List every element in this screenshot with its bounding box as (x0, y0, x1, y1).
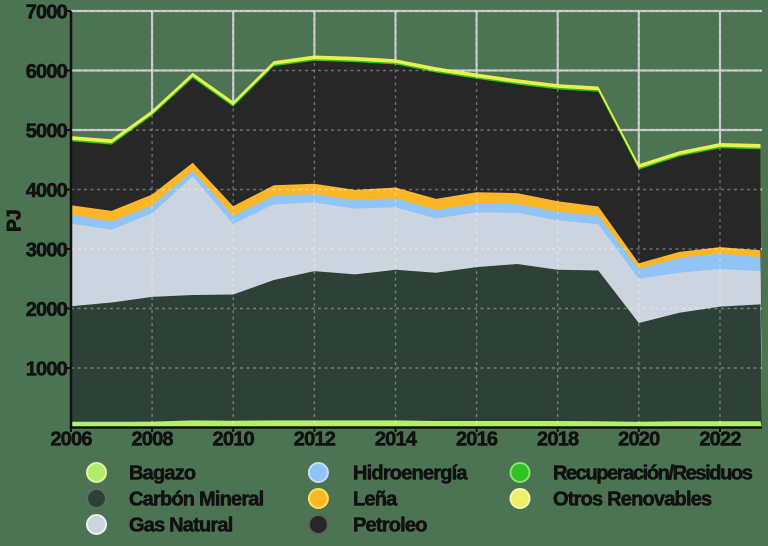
svg-text:2010: 2010 (213, 429, 255, 451)
svg-text:2006: 2006 (50, 429, 92, 451)
svg-text:2014: 2014 (375, 429, 418, 451)
svg-text:4000: 4000 (26, 180, 68, 202)
svg-text:Leña: Leña (353, 489, 398, 511)
svg-text:2022: 2022 (699, 429, 741, 451)
svg-text:2020: 2020 (618, 429, 660, 451)
svg-text:1000: 1000 (26, 358, 68, 380)
svg-text:Gas Natural: Gas Natural (129, 515, 233, 537)
svg-text:Recuperación/Residuos: Recuperación/Residuos (553, 463, 753, 485)
svg-text:Bagazo: Bagazo (129, 463, 196, 485)
svg-text:2018: 2018 (537, 429, 579, 451)
svg-text:2000: 2000 (26, 299, 68, 321)
svg-text:2016: 2016 (456, 429, 498, 451)
svg-text:6000: 6000 (26, 61, 68, 83)
svg-text:Carbón Mineral: Carbón Mineral (129, 489, 264, 511)
svg-text:5000: 5000 (26, 120, 68, 142)
svg-text:Hidroenergía: Hidroenergía (353, 463, 468, 485)
svg-text:7000: 7000 (26, 1, 68, 23)
svg-text:2008: 2008 (131, 429, 173, 451)
svg-text:Otros Renovables: Otros Renovables (553, 489, 712, 511)
svg-text:Petroleo: Petroleo (353, 515, 427, 537)
svg-text:3000: 3000 (26, 239, 68, 261)
svg-text:2012: 2012 (294, 429, 336, 451)
svg-text:PJ: PJ (5, 210, 26, 232)
